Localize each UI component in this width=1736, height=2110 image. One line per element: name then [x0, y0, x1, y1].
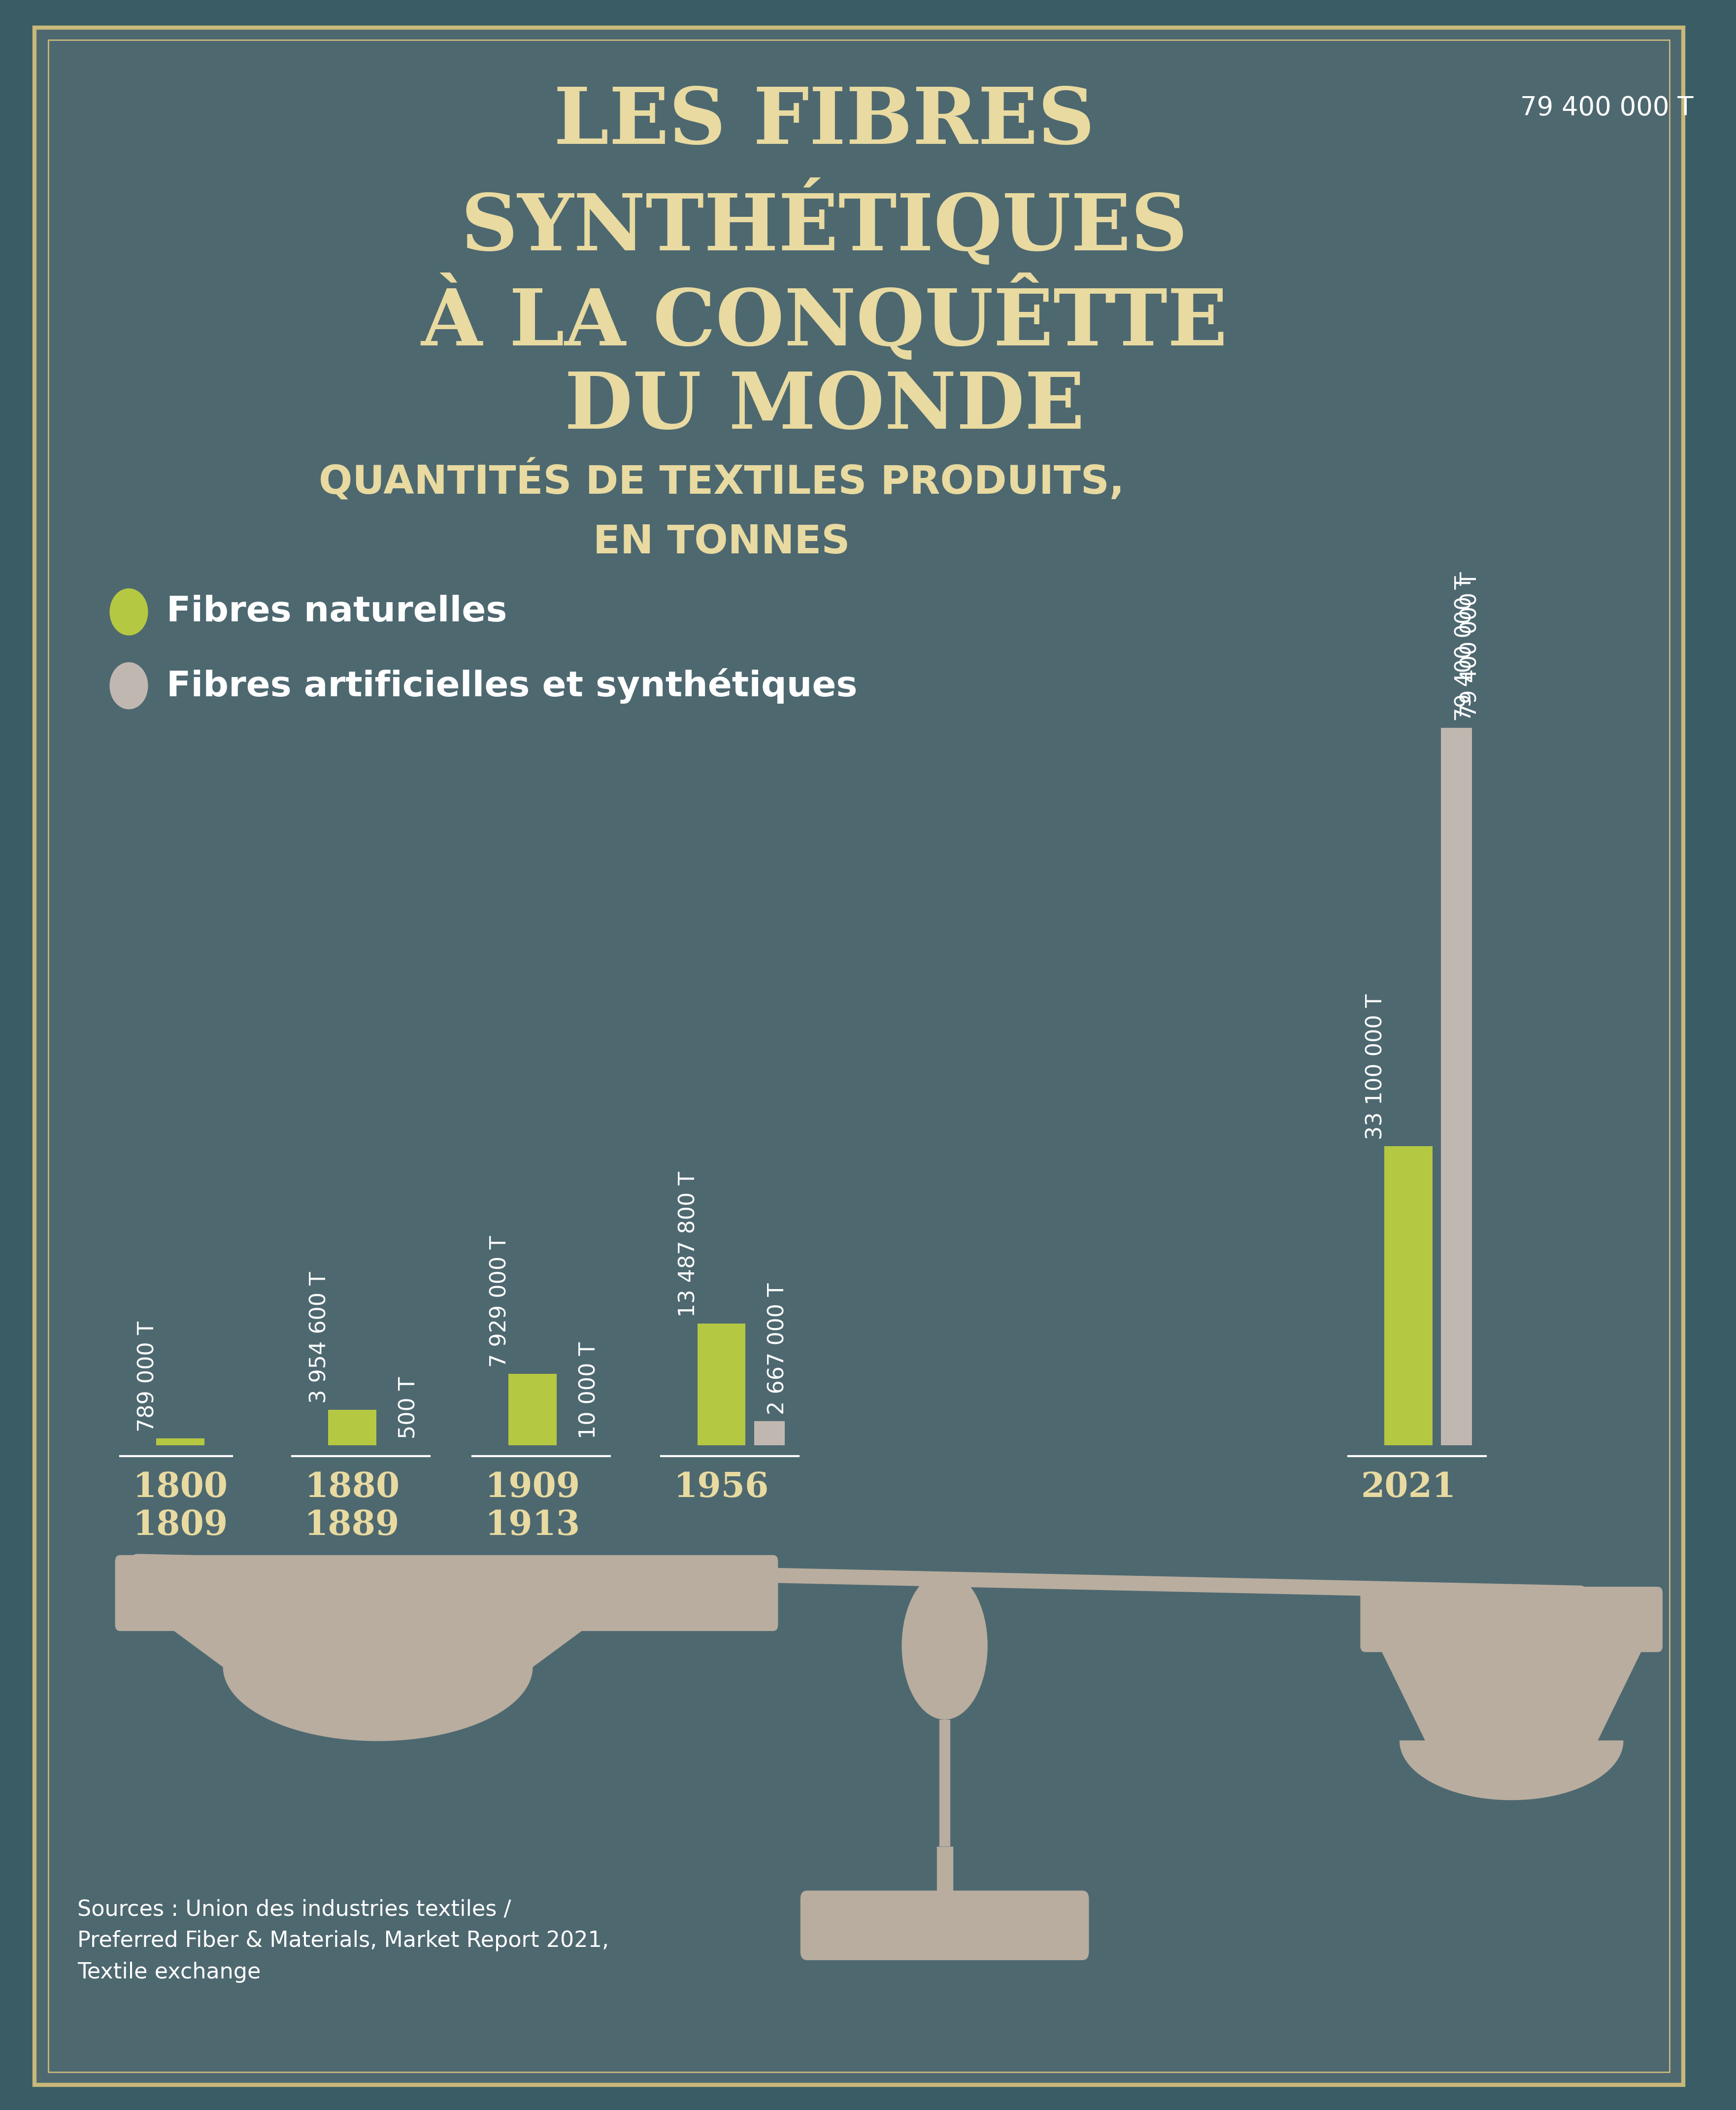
Text: LES FIBRES: LES FIBRES: [554, 84, 1095, 160]
Circle shape: [109, 663, 148, 709]
Polygon shape: [137, 1604, 618, 1667]
Text: Fibres artificielles et synthétiques: Fibres artificielles et synthétiques: [167, 669, 858, 703]
Polygon shape: [224, 1667, 533, 1741]
Text: 2 667 000 T: 2 667 000 T: [767, 1283, 788, 1416]
Text: Sources : Union des industries textiles /
Preferred Fiber & Materials, Market Re: Sources : Union des industries textiles …: [78, 1899, 609, 1983]
Text: EN TONNES: EN TONNES: [594, 523, 851, 561]
Bar: [1384, 1146, 1432, 1445]
Text: 1909
1913: 1909 1913: [484, 1471, 580, 1542]
FancyBboxPatch shape: [800, 1891, 1088, 1960]
Polygon shape: [1399, 1741, 1623, 1800]
Text: DU MONDE: DU MONDE: [564, 369, 1085, 445]
Text: 79 400 000 T: 79 400 000 T: [1521, 95, 1693, 120]
Text: 1800
1809: 1800 1809: [132, 1471, 227, 1542]
Ellipse shape: [901, 1572, 988, 1720]
Bar: [509, 1374, 557, 1445]
Text: À LA CONQUÊTTE: À LA CONQUÊTTE: [422, 274, 1227, 361]
Text: 1956: 1956: [674, 1471, 769, 1504]
Text: 79 400 000 T: 79 400 000 T: [1460, 572, 1481, 717]
Text: SYNTHÉTIQUES: SYNTHÉTIQUES: [460, 179, 1187, 266]
Text: QUANTITÉS DE TEXTILES PRODUITS,: QUANTITÉS DE TEXTILES PRODUITS,: [319, 460, 1125, 502]
Bar: [698, 1323, 745, 1445]
Text: 79 400 000 T: 79 400 000 T: [1455, 576, 1476, 722]
Text: 1880
1889: 1880 1889: [304, 1471, 399, 1542]
Text: 10 000 T: 10 000 T: [578, 1342, 599, 1439]
Text: 2021: 2021: [1361, 1471, 1457, 1504]
Text: 33 100 000 T: 33 100 000 T: [1364, 994, 1387, 1139]
Bar: [156, 1439, 205, 1445]
FancyBboxPatch shape: [115, 1555, 778, 1631]
Text: 13 487 800 T: 13 487 800 T: [679, 1171, 700, 1317]
Polygon shape: [1375, 1635, 1649, 1741]
Text: 789 000 T: 789 000 T: [137, 1321, 158, 1433]
Text: 3 954 600 T: 3 954 600 T: [309, 1272, 330, 1403]
Bar: [328, 1409, 377, 1445]
Bar: [1441, 728, 1472, 1445]
Text: Fibres naturelles: Fibres naturelles: [167, 595, 507, 629]
Text: 7 929 000 T: 7 929 000 T: [490, 1236, 510, 1367]
Text: 500 T: 500 T: [398, 1378, 420, 1439]
Bar: [753, 1422, 785, 1445]
Circle shape: [109, 589, 148, 635]
FancyBboxPatch shape: [1361, 1587, 1663, 1652]
